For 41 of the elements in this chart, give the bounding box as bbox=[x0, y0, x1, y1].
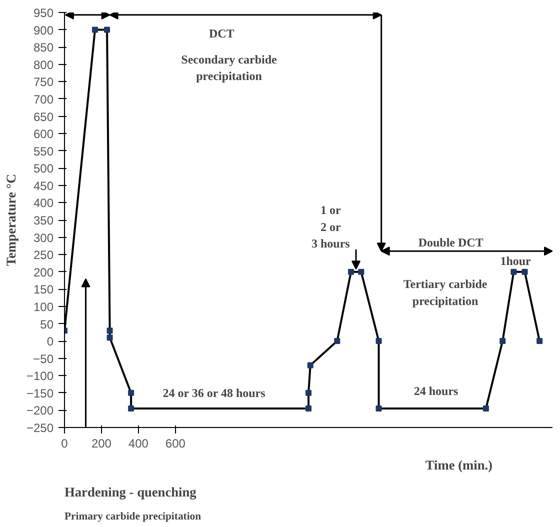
y-tick-label: 800 bbox=[33, 58, 54, 72]
y-tick-label: 950 bbox=[33, 6, 54, 20]
y-tick-label: 100 bbox=[33, 300, 54, 314]
y-tick-label: 700 bbox=[33, 92, 54, 106]
y-tick-label: 350 bbox=[33, 214, 54, 228]
y-tick-label: 250 bbox=[33, 248, 54, 262]
annotation: 24 or 36 or 48 hours bbox=[162, 386, 266, 400]
x-tick-label: 400 bbox=[128, 436, 149, 450]
y-tick-label: 200 bbox=[33, 265, 54, 280]
y-tick-label: 400 bbox=[33, 196, 54, 210]
y-tick-label: 450 bbox=[33, 178, 54, 193]
y-tick-label: 600 bbox=[33, 127, 54, 142]
x-tick-label: 200 bbox=[91, 436, 112, 450]
y-tick-label: −50 bbox=[33, 352, 54, 366]
x-axis-title: Time (min.) bbox=[425, 458, 493, 472]
annotation: 24 hours bbox=[414, 384, 459, 398]
y-tick-label: 150 bbox=[33, 282, 54, 297]
y-tick-label: 850 bbox=[33, 40, 54, 55]
y-tick-label: 50 bbox=[40, 317, 54, 332]
text: Hardening - quenching bbox=[64, 484, 197, 500]
annotation: Tertiary carbide precipitation bbox=[403, 277, 488, 308]
y-tick-label: −150 bbox=[26, 386, 54, 400]
y-tick-label: 0 bbox=[46, 334, 54, 349]
annotation: Double DCT bbox=[418, 235, 484, 250]
y-tick-label: 900 bbox=[33, 23, 54, 38]
annotation: 1 or 2 or 3 hours bbox=[312, 203, 350, 251]
y-tick-label: 500 bbox=[33, 162, 54, 176]
y-tick-label: 650 bbox=[33, 110, 54, 124]
y-tick-label: −200 bbox=[26, 404, 54, 418]
annotation: Secondary carbide precipitation bbox=[181, 52, 278, 84]
y-axis-title: Temperature °C bbox=[3, 174, 18, 266]
x-tick-label: 600 bbox=[165, 436, 186, 450]
y-tick-label: 750 bbox=[33, 75, 54, 90]
annotation: DCT bbox=[208, 26, 234, 40]
y-tick-label: −100 bbox=[26, 369, 54, 384]
y-tick-label: 300 bbox=[33, 230, 54, 245]
x-tick-label: 0 bbox=[61, 436, 68, 450]
text: Primary carbide precipitation bbox=[64, 512, 202, 522]
y-tick-label: −250 bbox=[26, 421, 54, 435]
y-tick-label: 550 bbox=[33, 144, 54, 158]
annotation: 1hour bbox=[500, 254, 532, 268]
